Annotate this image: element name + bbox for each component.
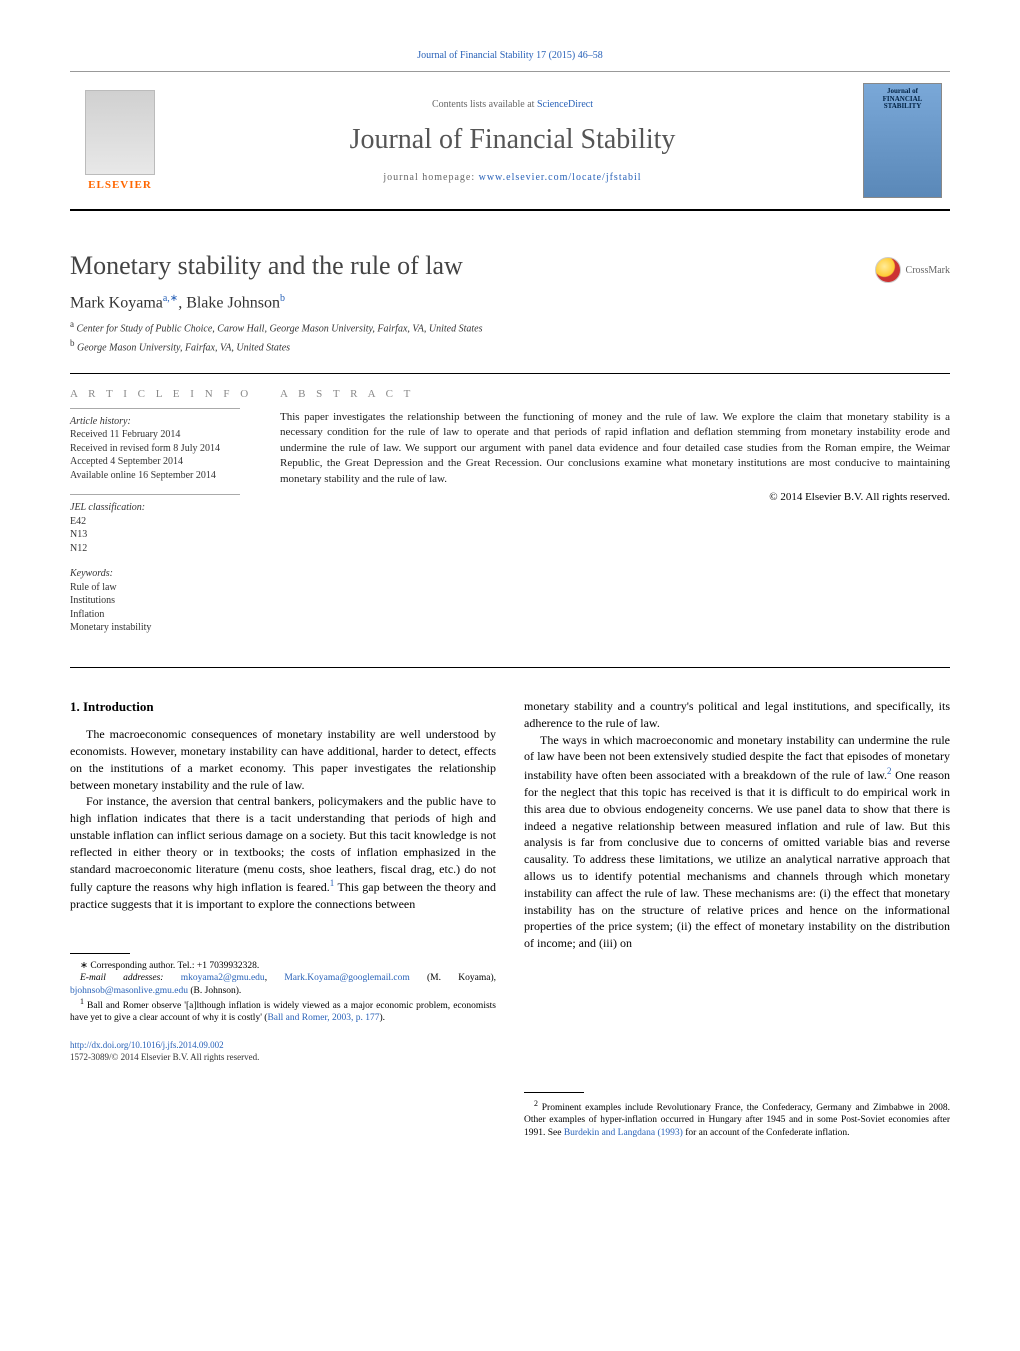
jel-block: JEL classification: E42 N13 N12: [70, 501, 260, 555]
email-link[interactable]: Mark.Koyama@googlemail.com: [284, 973, 409, 983]
body-paragraph: monetary stability and a country's polit…: [524, 698, 950, 732]
journal-cover: Journal of FINANCIAL STABILITY: [855, 72, 950, 209]
citation-link[interactable]: Burdekin and Langdana (1993): [564, 1128, 683, 1138]
crossmark-icon: [875, 257, 901, 283]
homepage-prefix: journal homepage:: [383, 172, 478, 183]
footnotes-left: ∗ Corresponding author. Tel.: +1 7039932…: [70, 960, 496, 1025]
keyword: Institutions: [70, 594, 260, 608]
elsevier-text: ELSEVIER: [88, 179, 152, 191]
keyword: Inflation: [70, 608, 260, 622]
article-title: Monetary stability and the rule of law: [70, 251, 463, 281]
journal-title: Journal of Financial Stability: [190, 124, 835, 156]
journal-citation: Journal of Financial Stability 17 (2015)…: [70, 50, 950, 61]
keywords-block: Keywords: Rule of law Institutions Infla…: [70, 567, 260, 635]
journal-homepage-line: journal homepage: www.elsevier.com/locat…: [190, 172, 835, 183]
keyword: Rule of law: [70, 581, 260, 595]
email-link[interactable]: bjohnsob@masonlive.gmu.edu: [70, 986, 188, 996]
body-paragraph: The ways in which macroeconomic and mone…: [524, 732, 950, 952]
section-1-heading: 1. Introduction: [70, 698, 496, 716]
contents-prefix: Contents lists available at: [432, 99, 537, 110]
body-columns: 1. Introduction The macroeconomic conseq…: [70, 698, 950, 1139]
email-label: E-mail addresses:: [80, 973, 181, 983]
jel-code: E42: [70, 515, 260, 529]
aff-a: Center for Study of Public Choice, Carow…: [77, 324, 483, 335]
footnote-rule-left: [70, 953, 130, 954]
cover-thumbnail: Journal of FINANCIAL STABILITY: [863, 83, 942, 198]
corr-text: Corresponding author. Tel.: +1 703993232…: [88, 961, 259, 971]
abstract-text: This paper investigates the relationship…: [280, 410, 950, 487]
crossmark-badge[interactable]: CrossMark: [875, 257, 950, 283]
corr-marker: ∗: [80, 961, 88, 971]
doi-link[interactable]: http://dx.doi.org/10.1016/j.jfs.2014.09.…: [70, 1040, 224, 1050]
footnote-1: 1 Ball and Romer observe '[a]lthough inf…: [70, 997, 496, 1025]
footnote-2: 2 Prominent examples include Revolutiona…: [524, 1099, 950, 1139]
footnote-rule-right: [524, 1092, 584, 1093]
crossmark-label: CrossMark: [906, 265, 950, 276]
info-divider-1: [70, 408, 240, 409]
revised-date: Received in revised form 8 July 2014: [70, 442, 260, 456]
author-2: Blake Johnson: [186, 294, 280, 311]
elsevier-tree-icon: [85, 90, 155, 175]
aff-b: George Mason University, Fairfax, VA, Un…: [77, 342, 290, 353]
fn2-text-b: for an account of the Confederate inflat…: [683, 1128, 850, 1138]
divider-top: [70, 373, 950, 374]
keywords-label: Keywords:: [70, 567, 260, 581]
left-column: 1. Introduction The macroeconomic conseq…: [70, 698, 496, 1139]
aff-a-sup: a: [70, 319, 74, 329]
author-2-sup: b: [280, 293, 285, 304]
email-paren: (B. Johnson).: [188, 986, 241, 996]
aff-b-sup: b: [70, 338, 75, 348]
sep: ,: [265, 973, 285, 983]
author-1-sup: a,∗: [163, 293, 178, 304]
sciencedirect-link[interactable]: ScienceDirect: [537, 99, 593, 110]
bottom-meta: http://dx.doi.org/10.1016/j.jfs.2014.09.…: [70, 1039, 496, 1064]
body-paragraph: For instance, the aversion that central …: [70, 793, 496, 913]
jel-code: N12: [70, 542, 260, 556]
author-1: Mark Koyama: [70, 294, 163, 311]
article-info-column: A R T I C L E I N F O Article history: R…: [70, 388, 280, 647]
issn-line: 1572-3089/© 2014 Elsevier B.V. All right…: [70, 1051, 496, 1064]
body-paragraph: The macroeconomic consequences of moneta…: [70, 726, 496, 793]
info-divider-2: [70, 494, 240, 495]
contents-available-line: Contents lists available at ScienceDirec…: [190, 99, 835, 110]
email-link[interactable]: mkoyama2@gmu.edu: [181, 973, 265, 983]
history-label: Article history:: [70, 415, 260, 429]
accepted-date: Accepted 4 September 2014: [70, 455, 260, 469]
affiliations: a Center for Study of Public Choice, Car…: [70, 318, 950, 355]
corresponding-author-note: ∗ Corresponding author. Tel.: +1 7039932…: [70, 960, 496, 972]
abstract-column: A B S T R A C T This paper investigates …: [280, 388, 950, 647]
abstract-heading: A B S T R A C T: [280, 388, 950, 400]
elsevier-logo: ELSEVIER: [70, 72, 170, 209]
keyword: Monetary instability: [70, 621, 260, 635]
authors-line: Mark Koyamaa,∗, Blake Johnsonb: [70, 293, 950, 312]
abstract-copyright: © 2014 Elsevier B.V. All rights reserved…: [280, 491, 950, 503]
email-addresses: E-mail addresses: mkoyama2@gmu.edu, Mark…: [70, 972, 496, 997]
header-banner: ELSEVIER Contents lists available at Sci…: [70, 71, 950, 211]
online-date: Available online 16 September 2014: [70, 469, 260, 483]
article-info-heading: A R T I C L E I N F O: [70, 388, 260, 400]
footnotes-right: 2 Prominent examples include Revolutiona…: [524, 1099, 950, 1139]
body-text: One reason for the neglect that this top…: [524, 768, 950, 950]
fn1-text-b: ).: [379, 1013, 385, 1023]
right-column: monetary stability and a country's polit…: [524, 698, 950, 1139]
cover-title-text: Journal of FINANCIAL STABILITY: [868, 88, 937, 111]
jel-label: JEL classification:: [70, 501, 260, 515]
citation-link[interactable]: Ball and Romer, 2003, p. 177: [267, 1013, 379, 1023]
banner-center: Contents lists available at ScienceDirec…: [170, 72, 855, 209]
email-paren: (M. Koyama),: [410, 973, 496, 983]
received-date: Received 11 February 2014: [70, 428, 260, 442]
article-history: Article history: Received 11 February 20…: [70, 415, 260, 483]
jel-code: N13: [70, 528, 260, 542]
homepage-link[interactable]: www.elsevier.com/locate/jfstabil: [479, 172, 642, 183]
